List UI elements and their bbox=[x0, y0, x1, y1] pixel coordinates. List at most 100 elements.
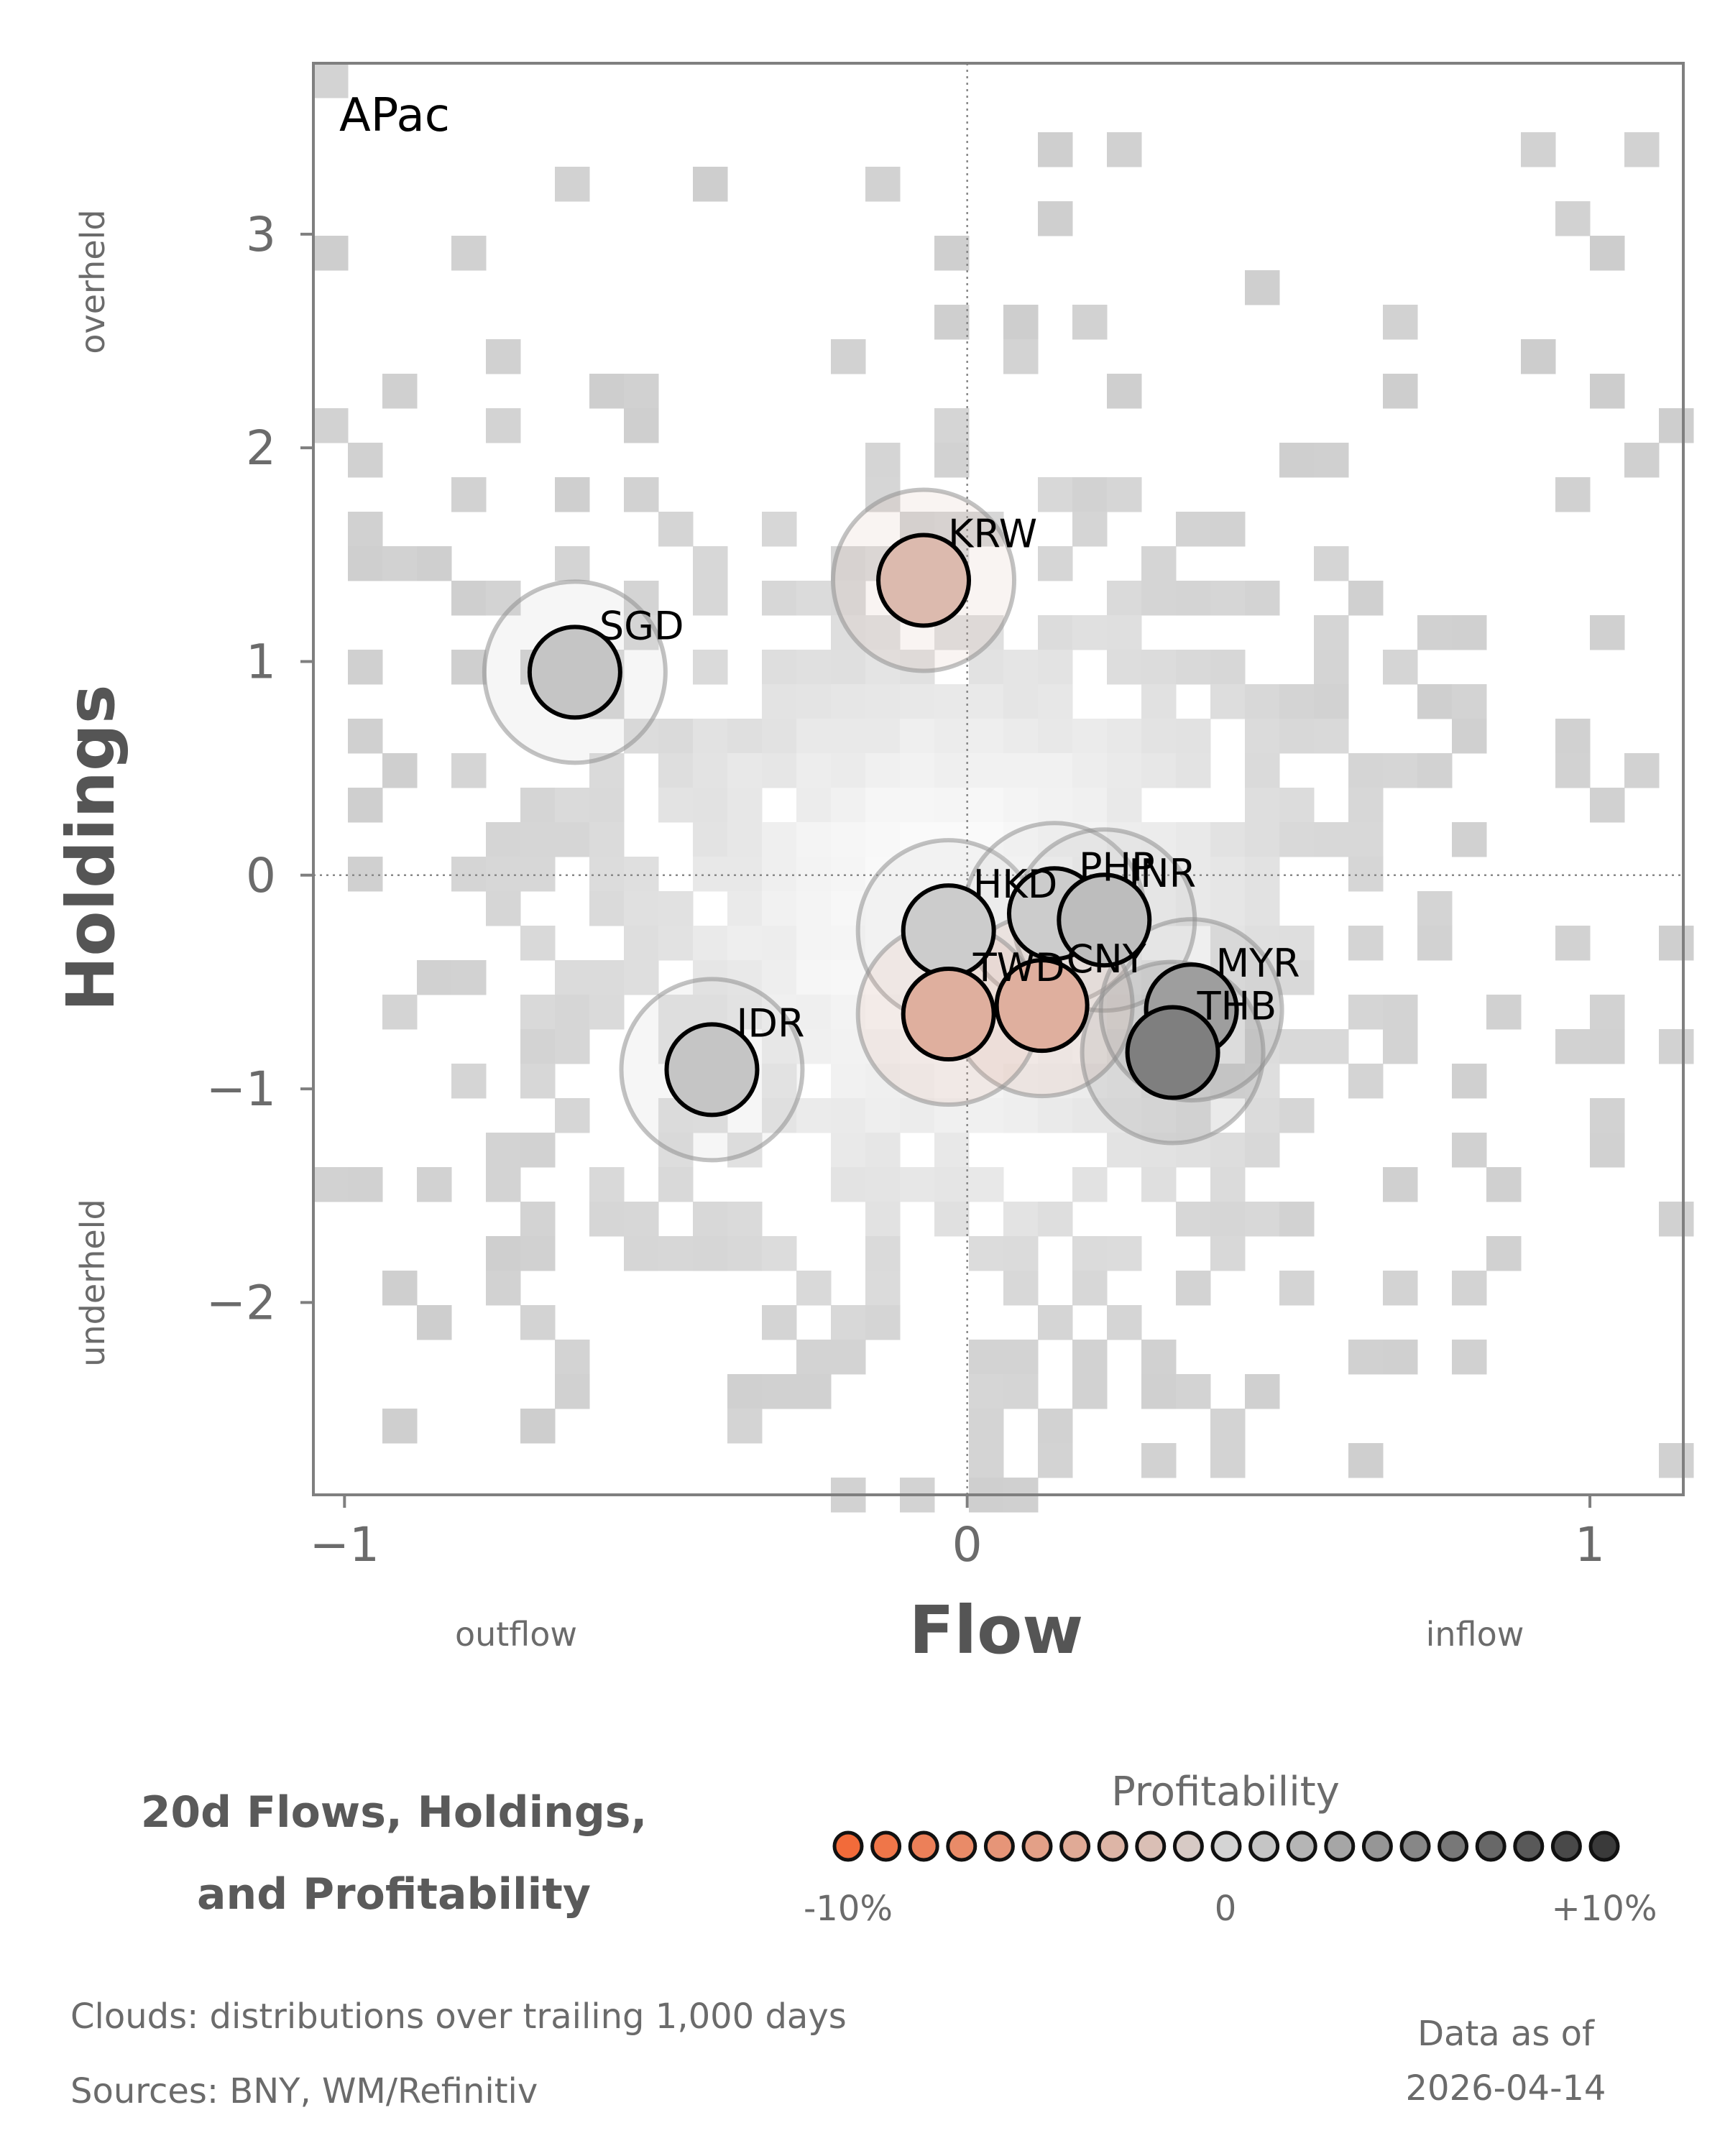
heatmap-cell bbox=[1141, 1443, 1177, 1478]
heatmap-cell bbox=[969, 684, 1004, 719]
heatmap-cell bbox=[1348, 822, 1384, 857]
heatmap-cell bbox=[1417, 684, 1453, 719]
heatmap-cell bbox=[1659, 1202, 1694, 1237]
heatmap-cell bbox=[969, 1236, 1004, 1271]
heatmap-cell bbox=[693, 546, 728, 581]
heatmap-cell bbox=[1279, 719, 1315, 754]
heatmap-cell bbox=[348, 719, 383, 754]
heatmap-cell bbox=[1141, 1374, 1177, 1409]
point-label-php: PHP bbox=[1079, 844, 1155, 890]
heatmap-cell bbox=[831, 753, 866, 788]
heatmap-cell bbox=[486, 891, 521, 926]
heatmap-cell bbox=[1314, 1029, 1349, 1064]
heatmap-cell bbox=[1279, 926, 1315, 961]
heatmap-cell bbox=[1417, 926, 1453, 961]
heatmap-cell bbox=[520, 1305, 556, 1340]
heatmap-cell bbox=[555, 1098, 590, 1133]
heatmap-cell bbox=[1383, 374, 1418, 409]
legend-tick-zero: 0 bbox=[1215, 1889, 1237, 1929]
heatmap-cell bbox=[934, 1167, 970, 1202]
heatmap-cell bbox=[865, 1098, 901, 1133]
heatmap-cell bbox=[1348, 1064, 1384, 1099]
heatmap-cell bbox=[934, 236, 970, 271]
heatmap-cell bbox=[589, 960, 625, 995]
panel-label: APac bbox=[339, 89, 450, 142]
heatmap-cell bbox=[1038, 753, 1073, 788]
heatmap-cell bbox=[1038, 1409, 1073, 1444]
heatmap-cell bbox=[865, 719, 901, 754]
heatmap-cell bbox=[1107, 650, 1142, 685]
heatmap-cell bbox=[865, 1236, 901, 1271]
heatmap-cell bbox=[865, 1305, 901, 1340]
heatmap-cell bbox=[727, 1409, 763, 1444]
heatmap-cell bbox=[624, 408, 659, 443]
heatmap-cell bbox=[1003, 753, 1039, 788]
heatmap-cell bbox=[865, 822, 901, 857]
heatmap-cell bbox=[831, 684, 866, 719]
legend-swatch bbox=[1021, 1830, 1053, 1862]
heatmap-cell bbox=[934, 1064, 970, 1099]
legend-swatch bbox=[1513, 1830, 1545, 1862]
heatmap-cell bbox=[1072, 1271, 1108, 1306]
heatmap-cell bbox=[693, 926, 728, 961]
heatmap-cell bbox=[624, 891, 659, 926]
heatmap-cell bbox=[727, 822, 763, 857]
heatmap-cell bbox=[658, 512, 694, 547]
legend-swatch bbox=[1210, 1830, 1242, 1862]
heatmap-cell bbox=[624, 477, 659, 512]
heatmap-cell bbox=[451, 1064, 487, 1099]
heatmap-cell bbox=[348, 857, 383, 892]
heatmap-cell bbox=[1210, 1443, 1246, 1478]
heatmap-cell bbox=[1107, 1236, 1142, 1271]
heatmap-cell bbox=[727, 926, 763, 961]
heatmap-cell bbox=[486, 1236, 521, 1271]
heatmap-cell bbox=[831, 1305, 866, 1340]
heatmap-cell bbox=[796, 581, 832, 616]
heatmap-cell bbox=[1383, 1340, 1418, 1375]
heatmap-cell bbox=[382, 1409, 418, 1444]
heatmap-cell bbox=[796, 684, 832, 719]
legend-swatch bbox=[1399, 1830, 1431, 1862]
heatmap-cell bbox=[382, 546, 418, 581]
point-label-idr: IDR bbox=[736, 1000, 804, 1046]
heatmap-cell bbox=[1555, 753, 1591, 788]
heatmap-cell bbox=[658, 995, 694, 1030]
heatmap-cell bbox=[1107, 374, 1142, 409]
heatmap-cell bbox=[831, 719, 866, 754]
heatmap-cell bbox=[1314, 546, 1349, 581]
heatmap-cell bbox=[624, 857, 659, 892]
heatmap-cell bbox=[1176, 822, 1211, 857]
heatmap-cell bbox=[1176, 581, 1211, 616]
x-tick-label: 1 bbox=[1575, 1517, 1605, 1572]
heatmap-cell bbox=[762, 1064, 797, 1099]
heatmap-cell bbox=[1279, 1202, 1315, 1237]
heatmap-cell bbox=[1176, 512, 1211, 547]
legend-swatch bbox=[1550, 1830, 1582, 1862]
heatmap-cell bbox=[796, 753, 832, 788]
heatmap-cell bbox=[313, 236, 349, 271]
heatmap-cell bbox=[693, 788, 728, 823]
heatmap-cell bbox=[1279, 822, 1315, 857]
heatmap-cell bbox=[624, 1202, 659, 1237]
heatmap-cell bbox=[900, 1167, 935, 1202]
heatmap-cell bbox=[1003, 1340, 1039, 1375]
heatmap-cell bbox=[865, 443, 901, 478]
heatmap-cell bbox=[1452, 822, 1487, 857]
heatmap-cell bbox=[969, 753, 1004, 788]
heatmap-cell bbox=[934, 1202, 970, 1237]
heatmap-cell bbox=[969, 1064, 1004, 1099]
legend-title: Profitability bbox=[1111, 1769, 1340, 1815]
heatmap-cell bbox=[1452, 615, 1487, 650]
heatmap-cell bbox=[1107, 788, 1142, 823]
heatmap-cell bbox=[1038, 719, 1073, 754]
heatmap-cell bbox=[693, 650, 728, 685]
heatmap-cell bbox=[624, 1236, 659, 1271]
heatmap-cell bbox=[520, 1029, 556, 1064]
as-of-label: Data as of bbox=[1417, 2014, 1595, 2054]
heatmap-cell bbox=[520, 1409, 556, 1444]
heatmap-cell bbox=[1141, 684, 1177, 719]
legend-swatch bbox=[1588, 1830, 1620, 1862]
heatmap-cell bbox=[1624, 753, 1660, 788]
